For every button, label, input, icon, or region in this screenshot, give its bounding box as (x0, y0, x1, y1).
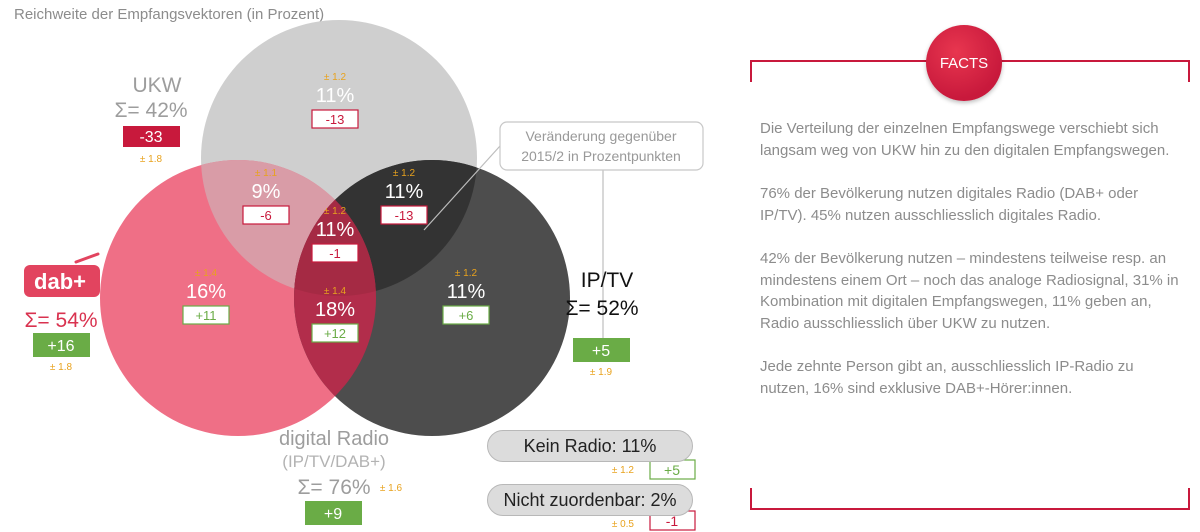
region-margin: ± 1.2 (393, 168, 416, 179)
facts-paragraph: Jede zehnte Person gibt an, ausschliessl… (760, 358, 1134, 397)
region-ukw-dab: ± 1.1 9% -6 (242, 168, 290, 225)
region-value: 9% (252, 181, 281, 203)
region-change-badge (311, 323, 359, 343)
digital-label: digital Radio (279, 428, 389, 450)
ip-change: +5 (592, 343, 610, 360)
dab-total: Σ= 54% (24, 309, 97, 332)
region-change-badge (311, 109, 359, 129)
ukw-change-badge (123, 126, 180, 147)
region-change: +6 (459, 308, 474, 323)
ip-total: Σ= 52% (565, 297, 638, 320)
region-change-badge (182, 305, 230, 325)
region-margin: ± 1.2 (324, 72, 347, 83)
ukw-total: Σ= 42% (114, 99, 187, 122)
ukw-change: -33 (139, 129, 162, 146)
region-change: -6 (260, 208, 272, 223)
nicht-zuordenbar-change: -1 (666, 513, 679, 529)
digital-change-badge (305, 501, 362, 525)
kein-radio-pill: Kein Radio: 11% (487, 430, 693, 462)
facts-paragraph: Die Verteilung der einzelnen Empfangsweg… (760, 120, 1170, 159)
dab-logo: dab+ (24, 252, 100, 297)
ukw-ip-overlap (294, 160, 477, 296)
region-all: ± 1.2 11% -1 (311, 206, 359, 263)
facts-paragraph: 76% der Bevölkerung nutzen digitales Rad… (760, 185, 1139, 224)
kein-radio-margin: ± 1.2 (612, 465, 635, 476)
region-ukw-only: ± 1.2 11% -13 (311, 72, 359, 129)
region-value: 11% (385, 181, 424, 203)
region-change-badge (311, 243, 359, 263)
region-change: -1 (329, 246, 341, 261)
venn-regions: ± 1.2 11% -13 ± 1.1 9% -6 ± 1.2 11% -13 ± 1.2 11% -… (182, 72, 490, 343)
facts-paragraph: 42% der Bevölkerung nutzen – mindestens … (760, 250, 1179, 332)
kein-radio-change: +5 (664, 462, 680, 478)
region-margin: ± 1.2 (324, 206, 347, 217)
callout-connector (423, 145, 501, 231)
region-value: 11% (316, 85, 355, 107)
region-change-badge (380, 205, 428, 225)
region-value: 16% (186, 281, 226, 303)
region-change: +11 (195, 308, 216, 323)
digital-total: Σ= 76% (297, 476, 370, 499)
ukw-dab-overlap (201, 160, 376, 296)
dab-logo-text: dab+ (34, 269, 86, 294)
ukw-label: UKW (133, 74, 182, 97)
region-change-badge (242, 205, 290, 225)
callout-line-2: 2015/2 in Prozentpunkten (521, 148, 681, 164)
callout-box (499, 121, 704, 171)
region-value: 11% (447, 281, 486, 303)
page-title: Reichweite der Empfangsvektoren (in Proz… (14, 6, 325, 23)
region-change: -13 (326, 112, 345, 127)
dab-change: +16 (47, 338, 74, 355)
nicht-zuordenbar-pill: Nicht zuordenbar: 2% (487, 484, 693, 516)
region-value: 11% (316, 219, 355, 241)
region-margin: ± 1.4 (324, 286, 347, 297)
region-margin: ± 1.1 (255, 168, 278, 179)
region-change: +12 (324, 326, 346, 341)
ip-change-badge (573, 338, 630, 362)
callout-line-1: Veränderung gegenüber (525, 128, 676, 144)
facts-frame-bottom (750, 488, 1190, 510)
region-change-badge (442, 305, 490, 325)
region-ukw-ip: ± 1.2 11% -13 (380, 168, 428, 225)
nicht-zuordenbar-margin: ± 0.5 (612, 519, 635, 530)
ip-margin: ± 1.9 (590, 367, 613, 378)
region-change: -13 (395, 208, 414, 223)
digital-change: +9 (324, 506, 342, 523)
digital-margin: ± 1.6 (380, 483, 403, 494)
region-ip-only: ± 1.2 11% +6 (442, 268, 490, 325)
digital-sub: (IP/TV/DAB+) (282, 452, 385, 471)
dab-margin: ± 1.8 (50, 362, 73, 373)
ukw-margin: ± 1.8 (140, 154, 163, 165)
dab-change-badge (33, 333, 90, 357)
facts-text: Die Verteilung der einzelnen Empfangsweg… (760, 118, 1180, 421)
region-dab-only: ± 1.4 16% +11 (182, 268, 230, 325)
region-margin: ± 1.2 (455, 268, 478, 279)
region-value: 18% (315, 299, 355, 321)
facts-badge: FACTS (926, 25, 1002, 101)
ip-label: IP/TV (581, 269, 634, 292)
region-margin: ± 1.4 (195, 268, 218, 279)
region-dab-ip: ± 1.4 18% +12 (311, 286, 359, 343)
